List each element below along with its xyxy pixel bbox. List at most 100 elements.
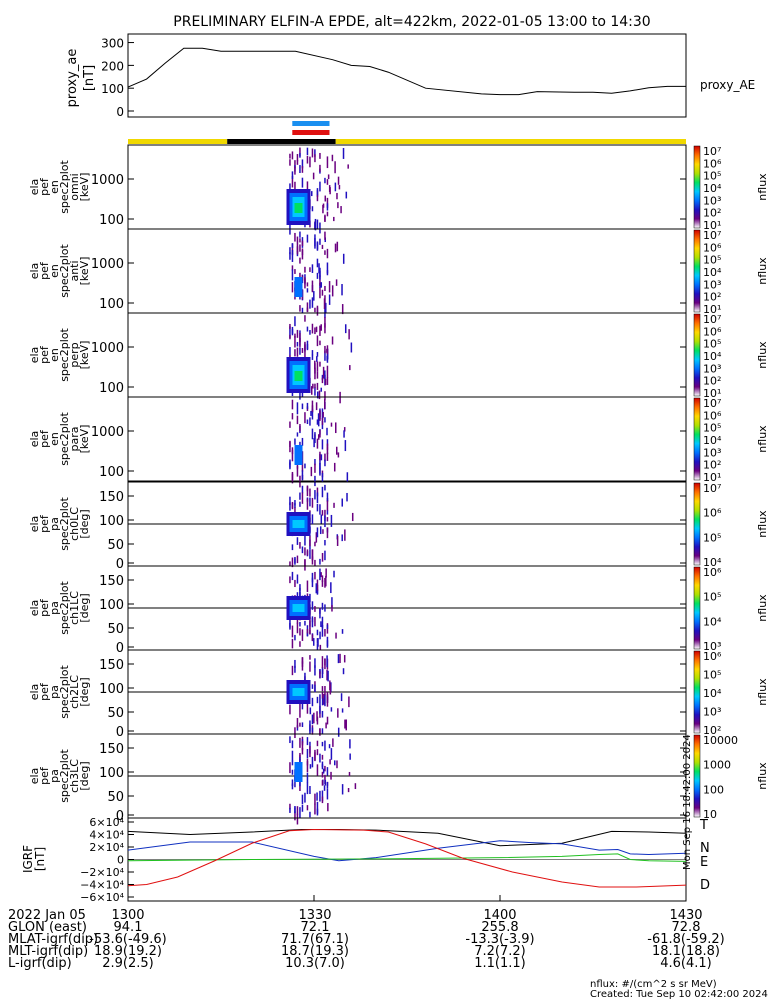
spec-pixel (301, 804, 304, 812)
panel-tick-label: 100 (99, 213, 124, 228)
spec-pixel (320, 621, 322, 628)
spec-pixel (335, 632, 337, 639)
spec-pixel (312, 172, 315, 180)
spec-pixel (324, 250, 326, 255)
spec-pixel (299, 147, 301, 157)
spec-pixel (335, 279, 338, 286)
track-bar (128, 121, 686, 144)
colorbar-tick-label: 10³ (703, 706, 721, 719)
spec-pixel (291, 571, 294, 581)
spec-pixel (301, 177, 304, 188)
spec-pixel (311, 497, 314, 508)
spec-pixel (291, 175, 294, 188)
spec-pixel (321, 698, 324, 706)
spec-pixel (314, 237, 316, 249)
spec-pixel (301, 747, 304, 755)
spec-pixel (291, 243, 294, 248)
igrf-tick-label: −4×10⁴ (80, 879, 124, 892)
spec-pixel (316, 740, 319, 747)
spec-pixel (311, 297, 314, 308)
panel-frame (127, 396, 687, 482)
spec-pixel (294, 503, 296, 508)
colorbar (693, 313, 701, 397)
spec-pixel (332, 738, 334, 747)
spec-pixel (299, 492, 301, 500)
spec-pixel (321, 439, 324, 450)
spec-pixel (319, 238, 321, 245)
spec-pixel (324, 231, 326, 240)
spec-pixel (321, 486, 324, 498)
spec-pixel (289, 252, 291, 260)
spec-pixel (321, 686, 324, 692)
spec-pixel (294, 665, 296, 673)
spec-pixel (344, 324, 347, 334)
igrf-line-E (127, 853, 687, 862)
spec-pixel (321, 602, 324, 610)
spec-pixel (324, 628, 326, 637)
panel-ylabel: ch0LC (68, 507, 81, 541)
spec-pixel (328, 294, 331, 305)
panel-ylabel: spec2plot (58, 160, 71, 214)
plot-title: PRELIMINARY ELFIN-A EPDE, alt=422km, 202… (173, 14, 650, 30)
colorbar-tick-label: 10⁵ (703, 591, 721, 604)
spec-pixel (294, 507, 296, 516)
colorbar-label: nflux (756, 594, 769, 622)
spec-pixel (316, 527, 319, 538)
spec-pixel (326, 695, 329, 707)
spec-pixel (326, 510, 329, 515)
spec-pixel (326, 624, 329, 629)
spec-pixel (316, 242, 319, 251)
spec-pixel (294, 333, 296, 338)
panel-ylabel: pa (48, 517, 61, 531)
spec-pixel (299, 389, 301, 400)
spec-pixel (314, 463, 316, 473)
units-note: nflux: #/(cm^2 s sr MeV) (590, 979, 717, 990)
spec-pixel (301, 741, 304, 751)
spec-pixel (342, 147, 345, 159)
spec-pixel (313, 712, 315, 724)
spec-pixel (299, 165, 301, 174)
spec-pixel (289, 736, 291, 744)
igrf-tick-label: 4×10⁴ (89, 829, 124, 842)
spec-pixel (337, 654, 340, 664)
spec-pixel (291, 253, 294, 262)
spec-pixel (316, 272, 319, 279)
igrf-ylabel: IGRF (21, 845, 35, 873)
spec-pixel (326, 377, 329, 385)
spec-pixel (330, 707, 333, 712)
spec-pixel (309, 497, 311, 507)
panel-tick-label: 1000 (91, 425, 124, 440)
colorbar-tick-label: 10⁷ (703, 482, 721, 495)
spec-pixel (314, 606, 316, 612)
spec-pixel (341, 629, 344, 634)
spec-pixel (314, 432, 316, 444)
ae-tick-label: 200 (101, 59, 124, 73)
spec-pixel (306, 302, 309, 313)
spec-pixel (291, 783, 294, 790)
spec-pixel (299, 337, 301, 348)
panel-tick-label: 100 (99, 297, 124, 312)
spec-pixel (311, 756, 314, 768)
spec-pixel (316, 696, 319, 704)
spec-pixel (345, 719, 348, 731)
spec-pixel (323, 785, 326, 791)
spec-pixel (311, 354, 314, 360)
spec-pixel (294, 438, 296, 445)
spec-pixel (319, 568, 321, 581)
created-note: Created: Tue Sep 10 02:42:00 2024 (590, 989, 768, 1000)
spec-pixel (309, 661, 311, 672)
spec-pixel (320, 387, 323, 392)
spec-pixel (296, 154, 299, 162)
spec-pixel (289, 496, 291, 506)
spec-pixel (337, 202, 339, 209)
spec-pixel (324, 658, 326, 670)
spec-pixel (311, 727, 314, 733)
spec-pixel (322, 366, 325, 379)
ephem-value: 2.9(2.5) (102, 956, 154, 971)
igrf-legend-D: D (700, 878, 710, 893)
igrf-tick-label: −2×10⁴ (80, 866, 124, 879)
proxy-ae-legend: proxy_AE (700, 78, 755, 92)
spec-pixel (320, 572, 322, 578)
spec-pixel (306, 549, 309, 556)
